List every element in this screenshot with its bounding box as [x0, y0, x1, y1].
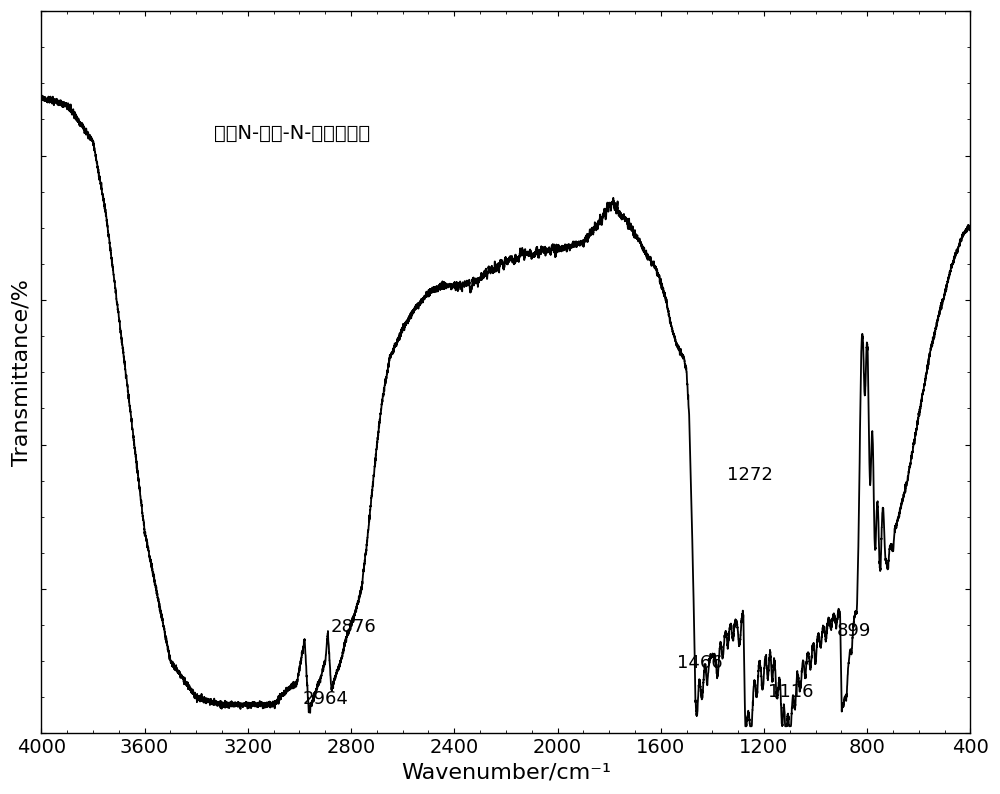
Y-axis label: Transmittance/%: Transmittance/%: [11, 279, 31, 466]
Text: 溴代N-甲基-N-丁基咪唑啉: 溴代N-甲基-N-丁基咪唑啉: [214, 125, 370, 144]
Text: 1116: 1116: [768, 683, 814, 701]
X-axis label: Wavenumber/cm⁻¹: Wavenumber/cm⁻¹: [401, 763, 611, 783]
Text: 1466: 1466: [677, 654, 722, 672]
Text: 899: 899: [837, 622, 872, 639]
Text: 2964: 2964: [302, 690, 348, 708]
Text: 1272: 1272: [727, 466, 773, 484]
Text: 2876: 2876: [331, 618, 377, 636]
